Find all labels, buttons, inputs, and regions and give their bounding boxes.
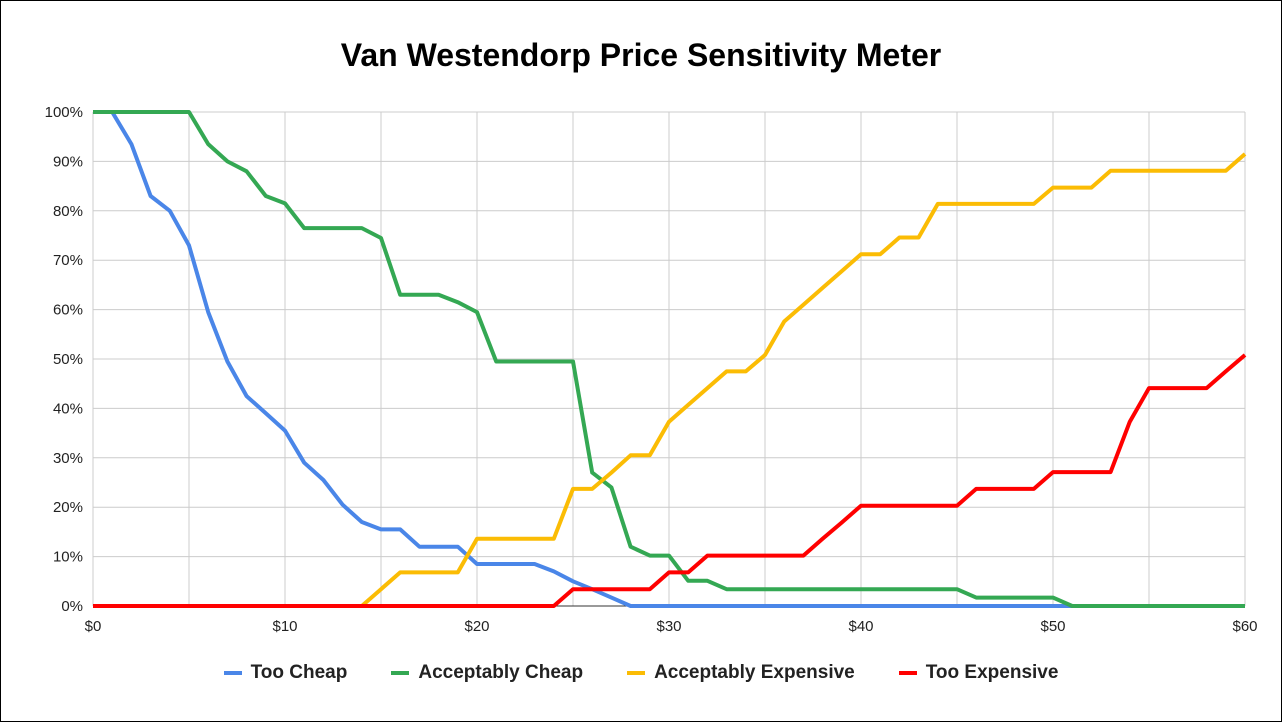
x-tick-label: $40	[848, 618, 873, 635]
chart-title: Van Westendorp Price Sensitivity Meter	[340, 37, 942, 73]
y-tick-label: 10%	[53, 549, 83, 566]
y-tick-label: 90%	[53, 153, 83, 170]
y-tick-label: 40%	[53, 400, 83, 417]
y-tick-label: 80%	[53, 203, 83, 220]
x-tick-label: $50	[1040, 618, 1065, 635]
y-tick-label: 70%	[53, 252, 83, 269]
legend-swatch	[391, 671, 410, 675]
series-lines	[93, 110, 1247, 608]
x-tick-label: $30	[656, 618, 681, 635]
x-tick-label: $20	[464, 618, 489, 635]
legend-swatch	[627, 671, 646, 675]
y-tick-label: 50%	[53, 351, 83, 368]
legend-swatch	[898, 671, 917, 675]
x-tick-label: $60	[1232, 618, 1257, 635]
series-line-too-expensive	[93, 353, 1247, 608]
legend-swatch	[223, 671, 242, 675]
axis-ticks: 0% 10% 20% 30% 40% 50% 60% 70% 80% 90% 100% $0 $10 $2…	[45, 104, 1258, 635]
legend-label: Too Cheap	[250, 662, 348, 683]
x-tick-label: $0	[85, 618, 102, 635]
y-tick-label: 30%	[53, 450, 83, 467]
y-tick-label: 100%	[45, 104, 83, 121]
legend-item: Acceptably Expensive	[627, 662, 855, 684]
y-tick-label: 60%	[53, 302, 83, 319]
legend: Too Cheap Acceptably Cheap Acceptably Expe…	[1, 662, 1281, 684]
y-tick-label: 20%	[53, 499, 83, 516]
legend-label: Acceptably Cheap	[418, 662, 584, 683]
series-line-acceptably-cheap	[93, 110, 1245, 608]
legend-item: Too Expensive	[898, 662, 1059, 684]
y-tick-label: 0%	[61, 598, 83, 615]
legend-label: Acceptably Expensive	[654, 662, 855, 683]
x-tick-label: $10	[272, 618, 297, 635]
series-line-too-cheap	[93, 110, 1245, 608]
legend-item: Too Cheap	[223, 662, 348, 684]
legend-label: Too Expensive	[925, 662, 1059, 683]
legend-item: Acceptably Cheap	[391, 662, 583, 684]
